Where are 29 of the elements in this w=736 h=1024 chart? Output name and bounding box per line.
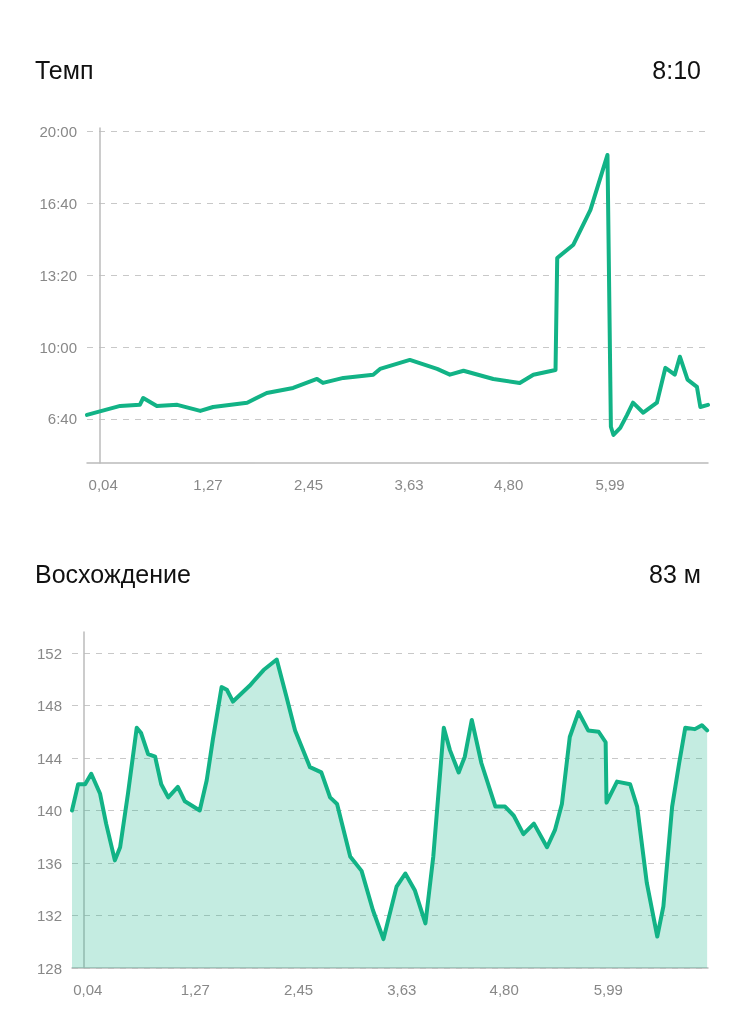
y-tick-label: 144 bbox=[36, 749, 62, 767]
y-tick-label: 10:00 bbox=[39, 338, 77, 356]
y-tick-label: 148 bbox=[36, 697, 62, 714]
x-tick-label: 3,63 bbox=[387, 981, 417, 998]
chart-title: Восхождение bbox=[35, 559, 191, 588]
x-tick-label: 2,45 bbox=[283, 981, 314, 998]
x-tick-label: 0,04 bbox=[88, 476, 118, 493]
chart-subtitle: 83 м bbox=[649, 559, 702, 588]
y-tick-label: 152 bbox=[36, 644, 62, 662]
y-tick-label: 140 bbox=[36, 802, 62, 819]
x-tick-label: 3,63 bbox=[394, 476, 424, 493]
x-tick-label: 1,27 bbox=[180, 981, 210, 998]
y-tick-label: 136 bbox=[36, 854, 62, 872]
x-tick-label: 5,99 bbox=[593, 981, 623, 998]
chart-title: Темп bbox=[35, 55, 94, 84]
x-tick-label: 5,99 bbox=[595, 476, 625, 493]
y-tick-label: 128 bbox=[36, 959, 62, 977]
x-tick-label: 4,80 bbox=[494, 476, 524, 493]
y-tick-label: 13:20 bbox=[39, 266, 77, 284]
y-tick-label: 6:40 bbox=[47, 410, 77, 428]
y-tick-label: 132 bbox=[36, 907, 62, 924]
x-tick-label: 4,80 bbox=[489, 981, 519, 998]
y-tick-label: 20:00 bbox=[39, 123, 77, 141]
x-tick-label: 1,27 bbox=[193, 476, 223, 493]
line-series bbox=[85, 152, 710, 437]
chart-subtitle: 8:10 bbox=[652, 55, 702, 84]
y-tick-label: 16:40 bbox=[39, 194, 77, 212]
x-tick-label: 0,04 bbox=[73, 981, 103, 998]
x-tick-label: 2,45 bbox=[293, 476, 324, 493]
